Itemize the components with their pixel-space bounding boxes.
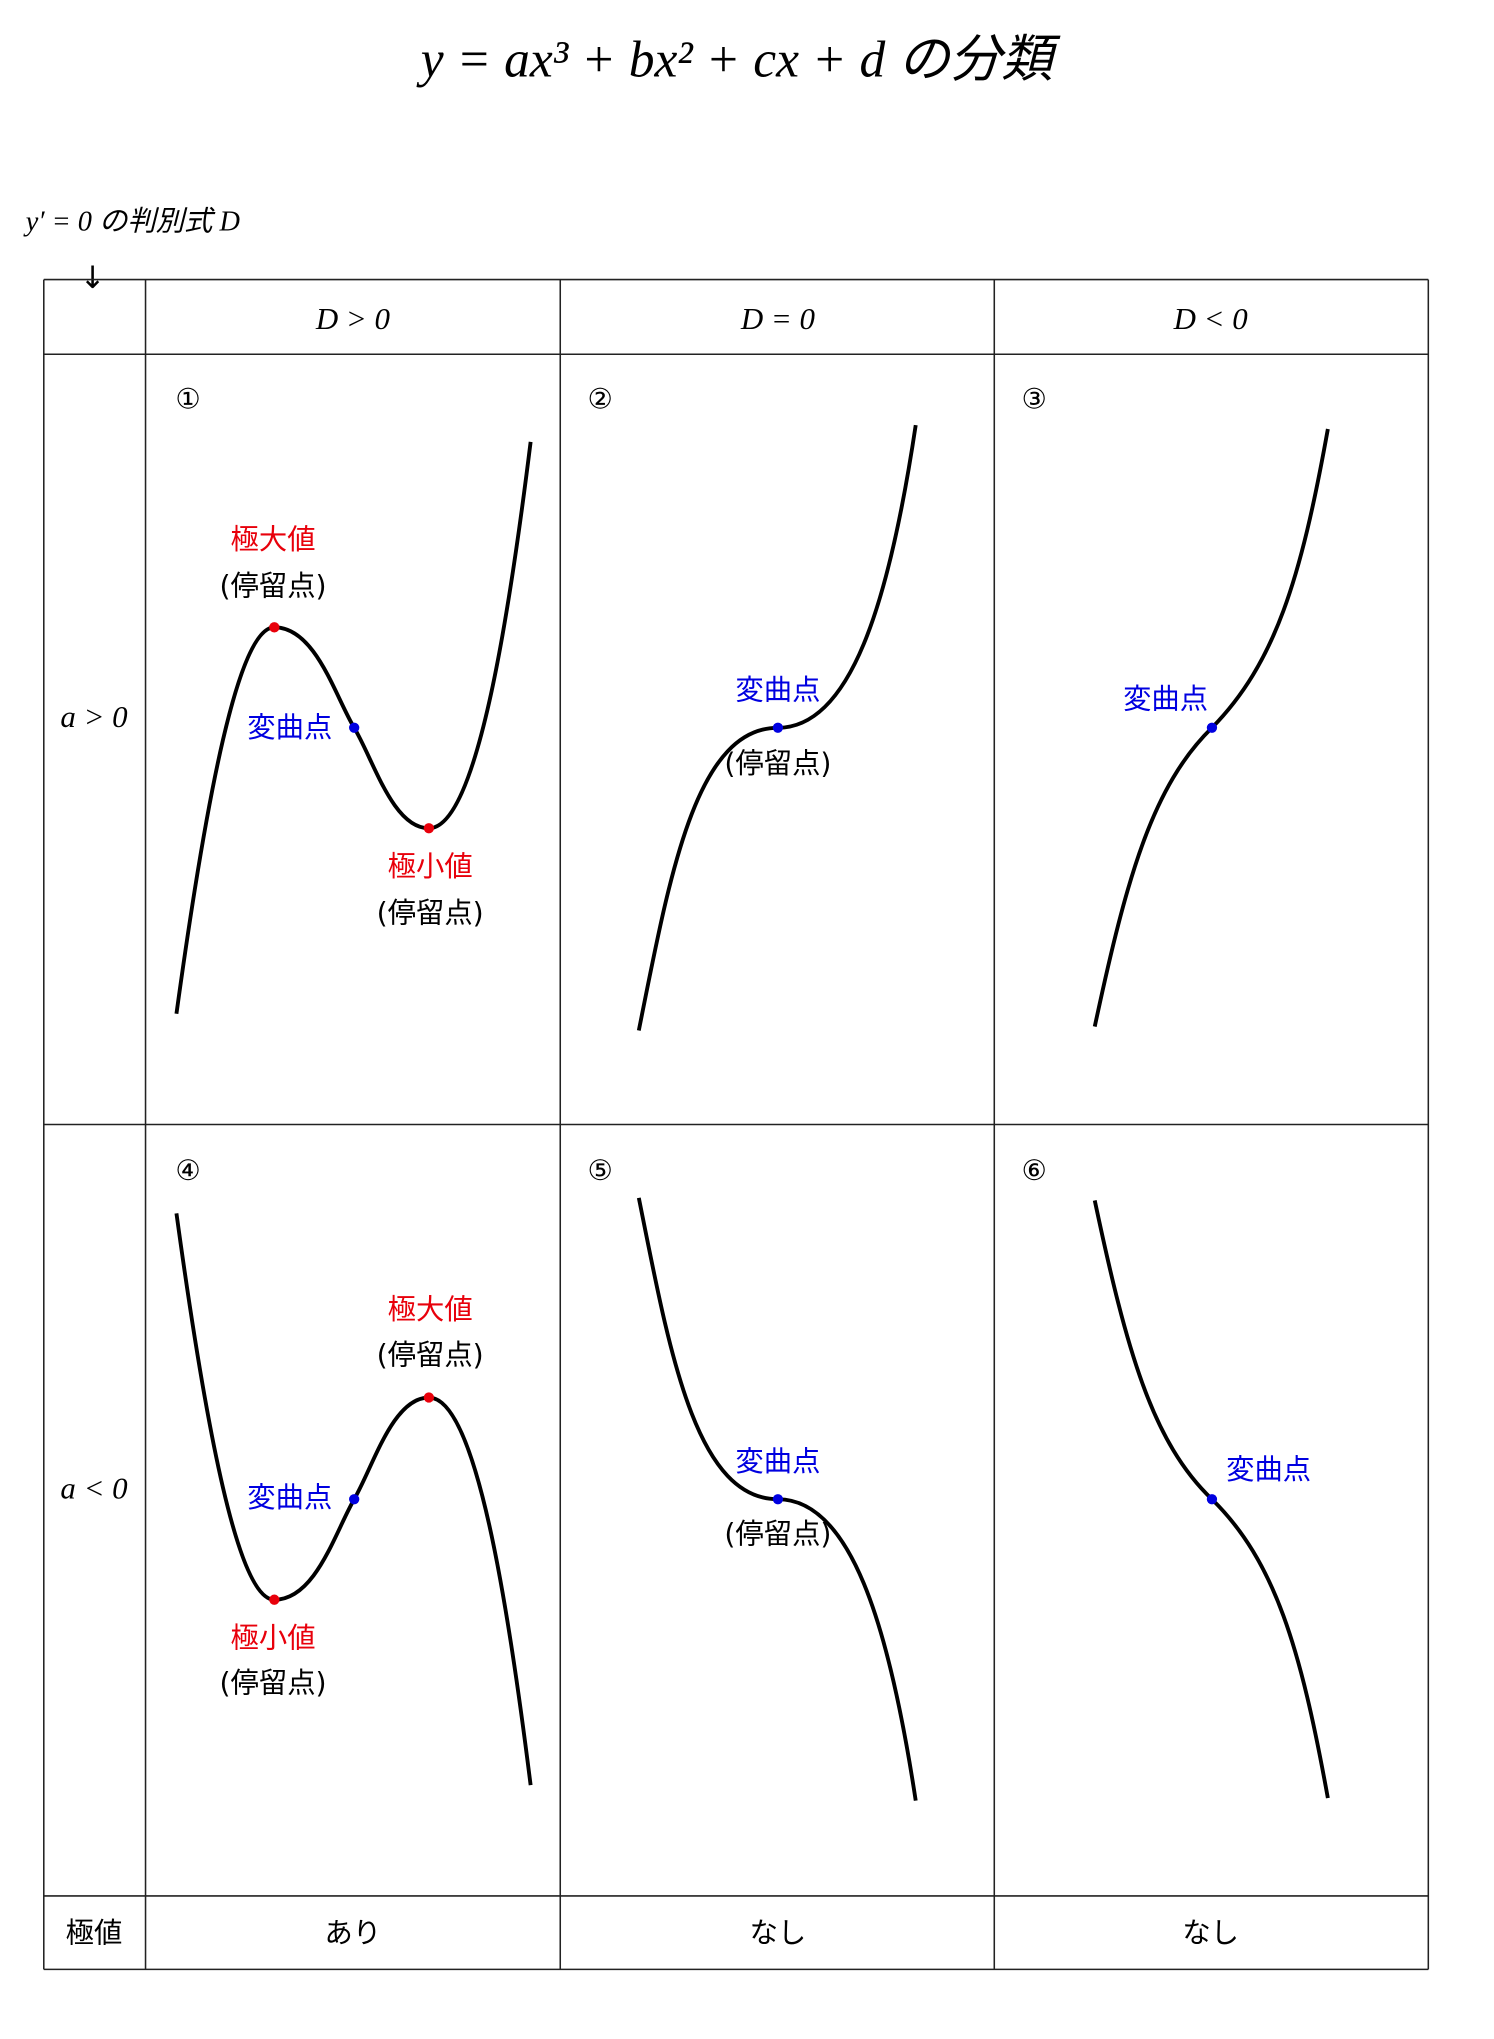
footer-value: なし <box>750 1917 807 1950</box>
annotation: (停留点) <box>377 897 484 930</box>
row-label: a > 0 <box>60 699 128 734</box>
annotation: 変曲点 <box>247 711 332 744</box>
header: D = 0 <box>740 301 816 336</box>
annotation: (停留点) <box>377 1338 484 1371</box>
points <box>269 622 1218 1605</box>
arrow: ↓ <box>80 260 106 296</box>
annotation: 変曲点 <box>247 1481 332 1514</box>
annotation: 変曲点 <box>735 1445 820 1478</box>
cell-number: ② <box>587 383 612 416</box>
cell-number: ③ <box>1022 383 1047 416</box>
annotation: 極小値 <box>388 850 473 883</box>
title: y = ax³ + bx² + cx + d の分類 <box>416 31 1061 88</box>
annotation: 極大値 <box>388 1293 473 1326</box>
annotation: (停留点) <box>219 1667 326 1700</box>
table-grid <box>43 278 1430 1971</box>
annotation: (停留点) <box>724 1517 831 1550</box>
annotation: 極小値 <box>231 1622 316 1655</box>
annotation: 変曲点 <box>1123 683 1208 716</box>
header: D > 0 <box>315 301 391 336</box>
row-label: a < 0 <box>60 1471 128 1506</box>
header: D < 0 <box>1173 301 1249 336</box>
footer-value: なし <box>1182 1917 1239 1950</box>
footer-label: 極値 <box>66 1917 123 1950</box>
annotation: 極大値 <box>231 523 316 556</box>
cell-number: ⑤ <box>587 1154 612 1187</box>
cell-number: ④ <box>175 1154 200 1187</box>
annotation: 変曲点 <box>1226 1453 1311 1486</box>
cell-number: ⑥ <box>1022 1154 1047 1187</box>
annotation: (停留点) <box>219 569 326 602</box>
footer-value: あり <box>325 1917 382 1950</box>
annotation: 変曲点 <box>735 674 820 707</box>
cell-number: ① <box>175 383 200 416</box>
discriminant-label: y′ = 0 の判別式 D <box>23 207 241 238</box>
annotation: (停留点) <box>724 747 831 780</box>
